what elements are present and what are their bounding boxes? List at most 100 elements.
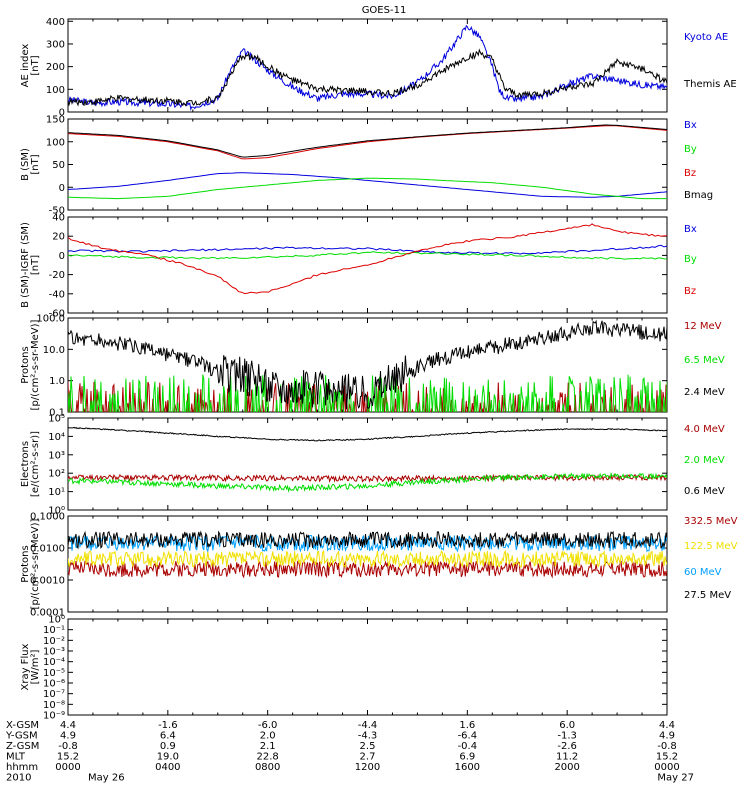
legend-entry: Bx xyxy=(684,224,697,235)
legend-entry: 27.5 MeV xyxy=(684,590,731,601)
y-axis-label: [p/(cm²-s-sr-MeV)] xyxy=(30,319,41,410)
y-tick-label: -20 xyxy=(49,270,65,281)
legend-entry: By xyxy=(684,254,697,265)
legend-entry: 6.5 MeV xyxy=(684,355,725,366)
y-axis-label: [nT] xyxy=(30,55,41,75)
y-tick-label: 10⁻⁸ xyxy=(43,700,65,711)
y-tick-label: 100 xyxy=(46,85,65,96)
y-tick-label: 0.0100 xyxy=(30,544,65,555)
y-tick-label: 10³ xyxy=(48,450,65,461)
y-tick-label: -60 xyxy=(49,309,65,320)
x-tick-value: 4.4 xyxy=(60,720,76,731)
series-2-4-mev xyxy=(68,319,667,410)
legend-entry: 12 MeV xyxy=(684,321,722,332)
y-axis-label: [nT] xyxy=(30,154,41,174)
panel-1: 0 100 200 300 400 AE index [nT] Kyoto AE Themis … xyxy=(20,17,737,119)
series-themis-ae xyxy=(68,48,667,107)
y-axis-label: [p/(cm²-s-sr-MeV)] xyxy=(30,518,41,609)
x-tick-value: May 27 xyxy=(657,773,694,784)
x-tick-value: 2.7 xyxy=(360,752,376,763)
x-tick-value: 0000 xyxy=(55,762,80,773)
series-122-5-mev xyxy=(68,549,667,569)
y-axis-label: [e/(cm²-s-sr)] xyxy=(30,431,41,497)
series-bz xyxy=(68,125,667,160)
y-tick-label: 20 xyxy=(52,232,65,243)
x-row-label: X-GSM xyxy=(6,720,39,731)
panel-5: 10⁰ 10¹ 10² 10³ 10⁴ 10⁵ Electrons [e/(cm²-s-sr)… xyxy=(20,414,725,517)
x-tick-value: 2.0 xyxy=(260,731,276,742)
x-tick-value: 4.9 xyxy=(659,731,675,742)
y-tick-label: 10⁻⁹ xyxy=(43,711,65,722)
y-tick-label: 300 xyxy=(46,39,65,50)
y-tick-label: 0.0001 xyxy=(30,608,65,619)
y-tick-label: 10⁰ xyxy=(48,506,65,517)
legend-entry: 0.6 MeV xyxy=(684,486,725,497)
x-tick-value: 6.4 xyxy=(160,731,176,742)
y-tick-label: 0.0010 xyxy=(30,576,65,587)
y-tick-label: 40 xyxy=(52,213,65,224)
y-tick-label: 10⁻⁷ xyxy=(43,689,65,700)
y-axis-label: [nT] xyxy=(30,255,41,275)
legend-entry: 2.4 MeV xyxy=(684,387,725,398)
legend-entry: 2.0 MeV xyxy=(684,455,725,466)
x-tick-value: 22.8 xyxy=(257,752,279,763)
series-bx xyxy=(68,172,667,198)
x-row-label: 2010 xyxy=(6,773,31,784)
series-by xyxy=(68,251,667,260)
x-tick-value: -4.4 xyxy=(358,720,378,731)
x-tick-value: -1.3 xyxy=(557,731,577,742)
x-tick-value: May 26 xyxy=(88,773,125,784)
y-tick-label: 10⁻³ xyxy=(43,647,65,658)
y-tick-label: 100.0 xyxy=(36,314,65,325)
legend-entry: Themis AE xyxy=(683,79,737,90)
x-tick-value: -6.0 xyxy=(258,720,278,731)
y-tick-label: 200 xyxy=(46,62,65,73)
x-tick-value: 6.9 xyxy=(459,752,475,763)
x-tick-value: 4.4 xyxy=(659,720,675,731)
series-12-mev xyxy=(68,381,667,412)
panel-frame xyxy=(67,18,668,113)
y-tick-label: 10.0 xyxy=(43,345,65,356)
y-tick-label: 100 xyxy=(46,137,65,148)
y-tick-label: 10⁻⁵ xyxy=(43,668,65,679)
y-tick-label: 10⁵ xyxy=(48,414,65,425)
y-tick-label: 10² xyxy=(48,469,65,480)
legend-entry: Bmag xyxy=(684,190,713,201)
y-axis-label: Electrons xyxy=(20,441,31,487)
x-tick-value: 1.6 xyxy=(459,720,475,731)
series-27-5-mev xyxy=(68,530,667,550)
legend-entry: By xyxy=(684,144,697,155)
x-tick-value: -2.6 xyxy=(557,741,577,752)
panel-3: -60 -40 -20 0 20 40 B (SM)-IGRF (SM) [nT] Bx By Bz xyxy=(20,213,697,320)
y-axis-label: Protons xyxy=(20,346,31,383)
y-axis-label: B (SM)-IGRF (SM) xyxy=(20,222,31,308)
x-tick-value: -4.3 xyxy=(358,731,378,742)
y-tick-label: 10¹ xyxy=(48,487,65,498)
y-tick-label: 10⁻² xyxy=(43,636,65,647)
x-tick-value: 15.2 xyxy=(656,752,678,763)
x-row-label: Y-GSM xyxy=(5,731,38,742)
x-tick-value: -1.6 xyxy=(158,720,178,731)
y-tick-label: 150 xyxy=(46,115,65,126)
y-tick-label: -50 xyxy=(49,206,65,217)
y-axis-label: Xray Flux xyxy=(20,643,31,690)
y-tick-label: 10⁻⁴ xyxy=(43,657,65,668)
series-4-0-mev xyxy=(68,473,667,484)
x-tick-value: 6.0 xyxy=(559,720,575,731)
y-tick-label: 0 xyxy=(59,108,65,119)
x-tick-value: 1600 xyxy=(455,762,480,773)
y-axis-label: B (SM) xyxy=(20,148,31,181)
y-tick-label: 0.1 xyxy=(49,408,65,419)
x-tick-value: 19.0 xyxy=(157,752,179,763)
x-tick-value: 0.9 xyxy=(160,741,176,752)
x-tick-value: -6.4 xyxy=(458,731,478,742)
series-bx xyxy=(68,244,667,255)
legend-entry: 332.5 MeV xyxy=(684,516,738,527)
x-tick-value: 11.2 xyxy=(556,752,578,763)
x-tick-value: 0800 xyxy=(255,762,280,773)
x-tick-value: -0.4 xyxy=(458,741,478,752)
y-tick-label: 10⁰ xyxy=(48,615,65,626)
y-tick-label: 400 xyxy=(46,17,65,28)
y-tick-label: 10⁻⁶ xyxy=(43,679,65,690)
